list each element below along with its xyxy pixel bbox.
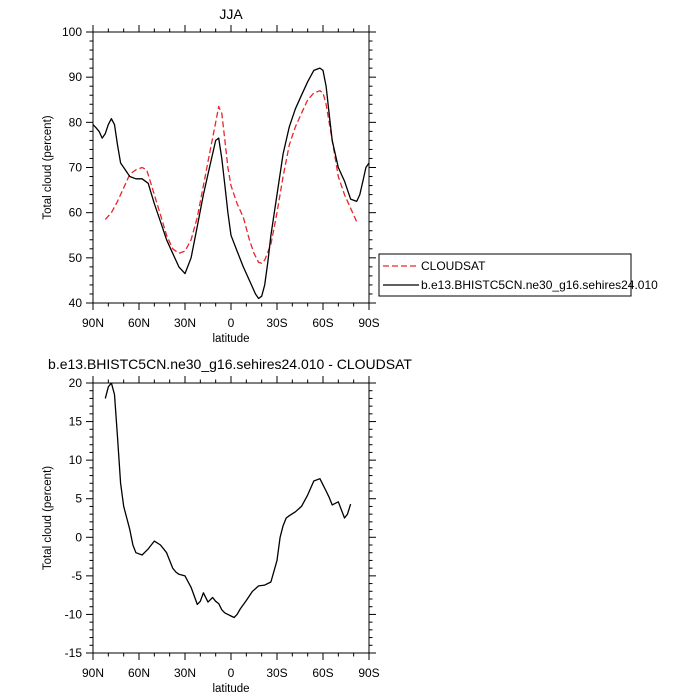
legend-box	[378, 253, 632, 297]
top-x-tick-label: 90N	[82, 316, 104, 330]
bottom-x-tick-label: 90S	[358, 666, 379, 680]
legend-label-1: b.e13.BHISTC5CN.ne30_g16.sehires24.010	[421, 278, 658, 292]
top-panel: JJA 40 50 60 70 80 90 100 90N 60N 30N 0 30S 60S 90S lat…	[42, 6, 658, 345]
bottom-x-tick-label: 90N	[82, 666, 104, 680]
bottom-y-tick-label: 0	[75, 530, 82, 544]
bottom-y-tick-label: 5	[75, 492, 82, 506]
top-series-line-1	[93, 67, 369, 300]
top-y-tick-label: 70	[69, 161, 83, 175]
top-y-tick-label: 60	[69, 206, 83, 220]
bottom-panel: b.e13.BHISTC5CN.ne30_g16.sehires24.010 -…	[42, 356, 412, 695]
bottom-y-tick-label: -15	[65, 646, 83, 660]
top-y-tick-label: 50	[69, 251, 83, 265]
top-x-tick-label: 60N	[128, 316, 150, 330]
bottom-y-tick-label: -5	[71, 569, 82, 583]
bottom-x-tick-label: 30S	[266, 666, 287, 680]
bottom-series-line-0	[104, 383, 352, 619]
top-y-tick-label: 80	[69, 115, 83, 129]
top-series-line-0	[104, 90, 358, 264]
bottom-x-tick-label: 30N	[174, 666, 196, 680]
top-plot-frame	[92, 31, 370, 304]
bottom-chart-title: b.e13.BHISTC5CN.ne30_g16.sehires24.010 -…	[48, 356, 412, 372]
top-x-tick-label: 30S	[266, 316, 287, 330]
top-legend: CLOUDSAT b.e13.BHISTC5CN.ne30_g16.sehires…	[378, 253, 658, 297]
top-y-tick-label: 100	[62, 25, 82, 39]
top-x-tick-label: 30N	[174, 316, 196, 330]
bottom-y-tick-label: 10	[69, 453, 83, 467]
bottom-y-tick-label: 15	[69, 415, 83, 429]
bottom-plot-frame	[92, 382, 370, 654]
bottom-x-tick-label: 0	[228, 666, 235, 680]
bottom-y-tick-label: 20	[69, 376, 83, 390]
bottom-x-tick-label: 60S	[312, 666, 333, 680]
top-x-tick-label: 90S	[358, 316, 379, 330]
bottom-x-axis-label: latitude	[212, 683, 249, 695]
top-y-axis-label: Total cloud (percent)	[42, 115, 54, 219]
top-x-tick-label: 0	[228, 316, 235, 330]
bottom-x-tick-label: 60N	[128, 666, 150, 680]
top-x-axis-label: latitude	[212, 333, 249, 345]
top-y-tick-label: 90	[69, 70, 83, 84]
top-chart-title: JJA	[219, 6, 243, 22]
bottom-y-tick-label: -10	[65, 607, 83, 621]
top-y-tick-label: 40	[69, 296, 83, 310]
bottom-y-axis-label: Total cloud (percent)	[42, 466, 54, 570]
top-x-tick-label: 60S	[312, 316, 333, 330]
legend-label-0: CLOUDSAT	[421, 259, 486, 273]
